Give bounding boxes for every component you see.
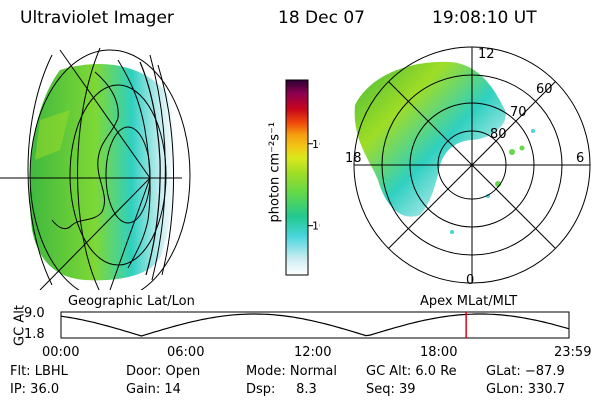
info-mode: Mode: Normal bbox=[246, 364, 337, 379]
info-seq: Seq: 39 bbox=[366, 382, 416, 397]
colorbar-label: photon cm⁻²s⁻¹ bbox=[267, 121, 283, 223]
polar-caption: Apex MLat/MLT bbox=[420, 294, 518, 309]
info-dsp: Dsp: 8.3 bbox=[246, 382, 317, 397]
info-door: Door: Open bbox=[126, 364, 201, 379]
xtick-0000: 00:00 bbox=[42, 345, 80, 360]
xtick-2359: 23:59 bbox=[554, 345, 592, 360]
aurora-spot bbox=[519, 145, 525, 151]
colorbar-tick-label: 10 bbox=[312, 220, 320, 233]
info-glat: GLat: −87.9 bbox=[486, 364, 565, 379]
mlt-label-noon: 12 bbox=[478, 47, 495, 62]
info-filter: Flt: LBHL bbox=[10, 364, 68, 379]
lat-label-70: 70 bbox=[510, 105, 527, 120]
colorbar: 100 10 bbox=[285, 79, 320, 276]
polar-plot: 80 70 60 12 18 6 0 bbox=[345, 46, 591, 288]
info-glon: GLon: 330.7 bbox=[486, 382, 566, 397]
colorbar-tick-label: 100 bbox=[312, 138, 320, 151]
info-gc-alt: GC Alt: 6.0 Re bbox=[366, 364, 457, 379]
geographic-image bbox=[0, 47, 191, 290]
aurora-spot bbox=[531, 129, 535, 133]
aurora-spot bbox=[509, 149, 515, 155]
altitude-plot bbox=[60, 311, 570, 339]
altitude-ytick-bottom: 1.8 bbox=[24, 327, 45, 342]
xtick-1200: 12:00 bbox=[294, 345, 332, 360]
geographic-caption: Geographic Lat/Lon bbox=[68, 294, 195, 309]
date-label: 18 Dec 07 bbox=[278, 8, 365, 28]
time-label: 19:08:10 UT bbox=[432, 8, 537, 28]
info-ip: IP: 36.0 bbox=[10, 382, 60, 397]
xtick-1800: 18:00 bbox=[420, 345, 458, 360]
lat-label-80: 80 bbox=[490, 127, 507, 142]
altitude-ytick-top: 9.0 bbox=[24, 306, 45, 321]
aurora-spot bbox=[450, 230, 454, 234]
info-gain: Gain: 14 bbox=[126, 382, 181, 397]
xtick-0600: 06:00 bbox=[167, 345, 205, 360]
lat-label-60: 60 bbox=[536, 82, 553, 97]
mlt-label-midnight: 0 bbox=[466, 273, 474, 288]
altitude-curve bbox=[60, 313, 570, 337]
mlt-label-dawn: 6 bbox=[576, 151, 584, 166]
mlt-label-dusk: 18 bbox=[345, 151, 362, 166]
app-title: Ultraviolet Imager bbox=[20, 8, 174, 28]
